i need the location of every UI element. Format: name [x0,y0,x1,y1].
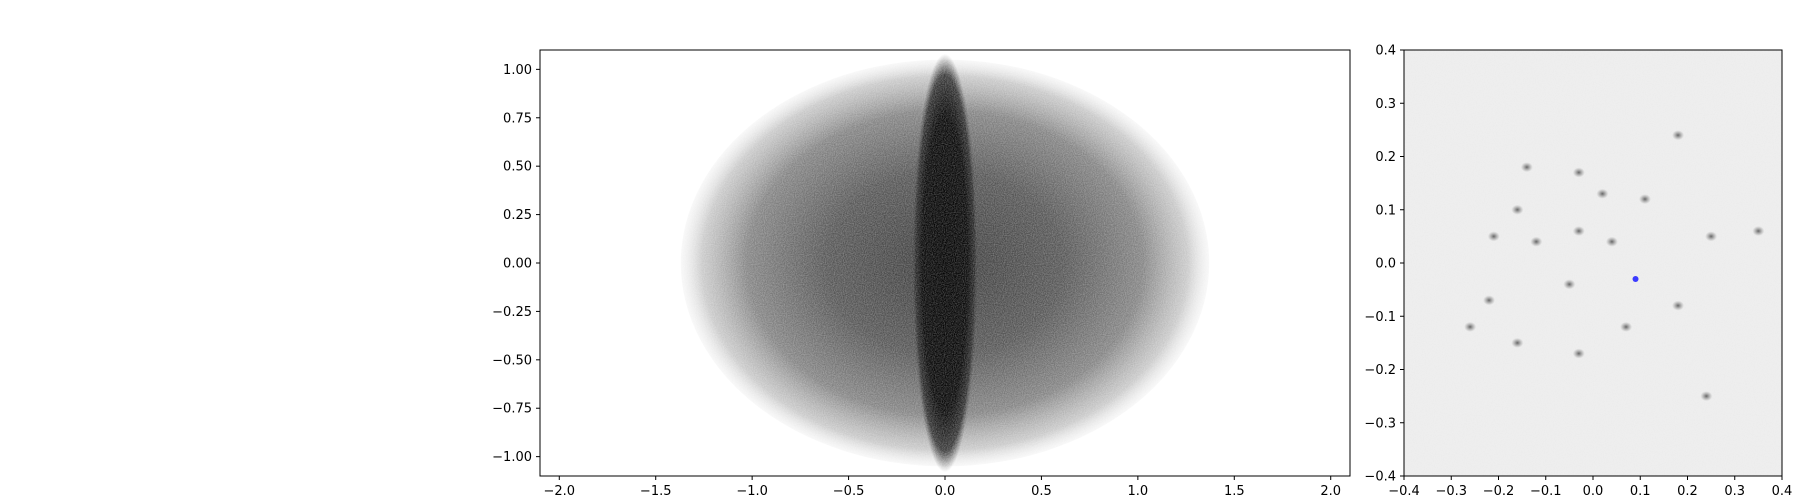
x-tick-label: 0.5 [1031,484,1052,499]
x-tick-label: −1.0 [736,484,768,499]
y-tick-label: 0.0 [1375,257,1396,272]
main-plot: −2.0 −1.5 −1.0 −0.5 0.0 0.5 1.0 1.5 2.0 −1.00 −0.7… [492,49,1351,499]
y-tick-label: 1.00 [503,63,532,78]
inset-highlights [1632,275,1639,282]
inset-cluster [1672,130,1685,141]
main-plot-frame [539,49,1351,477]
inset-speckle-texture [1404,50,1782,476]
inset-axis-ticks: −0.4 −0.3 −0.2 −0.1 0.0 0.1 0.2 0.3 0.4 −0.4 −0.3 −… [1364,44,1792,500]
inset-cluster [1511,337,1524,348]
inset-cluster [1638,194,1651,205]
y-tick-label: 0.25 [503,208,532,223]
inset-cluster [1464,321,1477,332]
x-tick-label: −1.5 [640,484,672,499]
inset-cluster [1672,300,1685,311]
y-tick-label: −0.50 [492,353,532,368]
inset-cluster [1563,279,1576,290]
inset-plot: −0.4 −0.3 −0.2 −0.1 0.0 0.1 0.2 0.3 0.4 −0.4 −0.3 −… [1364,44,1792,500]
y-tick-label: −0.1 [1364,310,1396,325]
inset-cluster [1620,321,1633,332]
inset-cluster [1530,236,1543,247]
inset-clusters [1464,130,1765,402]
x-tick-label: 0.4 [1772,484,1793,499]
x-tick-label: −0.5 [833,484,865,499]
x-tick-label: 0.3 [1724,484,1745,499]
y-tick-label: −1.00 [492,450,532,465]
inset-cluster [1483,295,1496,306]
inset-cluster [1520,162,1533,173]
inset-cluster [1605,236,1618,247]
y-tick-label: −0.3 [1364,416,1396,431]
inset-cluster [1752,226,1765,237]
x-tick-label: −0.1 [1530,484,1562,499]
y-tick-label: −0.2 [1364,363,1396,378]
y-tick-label: 0.50 [503,160,532,175]
x-tick-label: 1.0 [1128,484,1149,499]
inset-cluster [1572,226,1585,237]
x-tick-label: 0.0 [1583,484,1604,499]
highlight-point [1632,275,1639,282]
x-tick-label: 0.1 [1630,484,1651,499]
x-tick-label: −0.3 [1435,484,1467,499]
y-tick-label: 0.00 [503,257,532,272]
inset-cluster [1572,167,1585,178]
x-tick-label: −0.4 [1388,484,1420,499]
inset-cluster [1511,204,1524,215]
y-tick-label: −0.4 [1364,470,1396,485]
y-tick-label: 0.75 [503,111,532,126]
x-tick-label: 0.0 [935,484,956,499]
inset-cluster [1705,231,1718,242]
inset-plot-points [1404,50,1782,476]
x-tick-label: 0.2 [1677,484,1698,499]
main-axis-ticks: −2.0 −1.5 −1.0 −0.5 0.0 0.5 1.0 1.5 2.0 −1.00 −0.7… [492,63,1341,499]
x-tick-label: 1.5 [1224,484,1245,499]
inset-cluster [1487,231,1500,242]
x-tick-label: 2.0 [1320,484,1341,499]
inset-cluster [1572,348,1585,359]
inset-cluster [1596,188,1609,199]
y-tick-label: −0.75 [492,402,532,417]
scatter-speckle-texture [540,50,1350,476]
x-tick-label: −2.0 [543,484,575,499]
inset-cluster [1700,391,1713,402]
y-tick-label: 0.1 [1375,203,1396,218]
x-tick-label: −0.2 [1483,484,1515,499]
y-tick-label: 0.4 [1375,44,1396,59]
y-tick-label: −0.25 [492,305,532,320]
y-tick-label: 0.3 [1375,97,1396,112]
main-plot-points [540,50,1350,476]
inset-plot-frame [1403,49,1783,477]
y-tick-label: 0.2 [1375,150,1396,165]
